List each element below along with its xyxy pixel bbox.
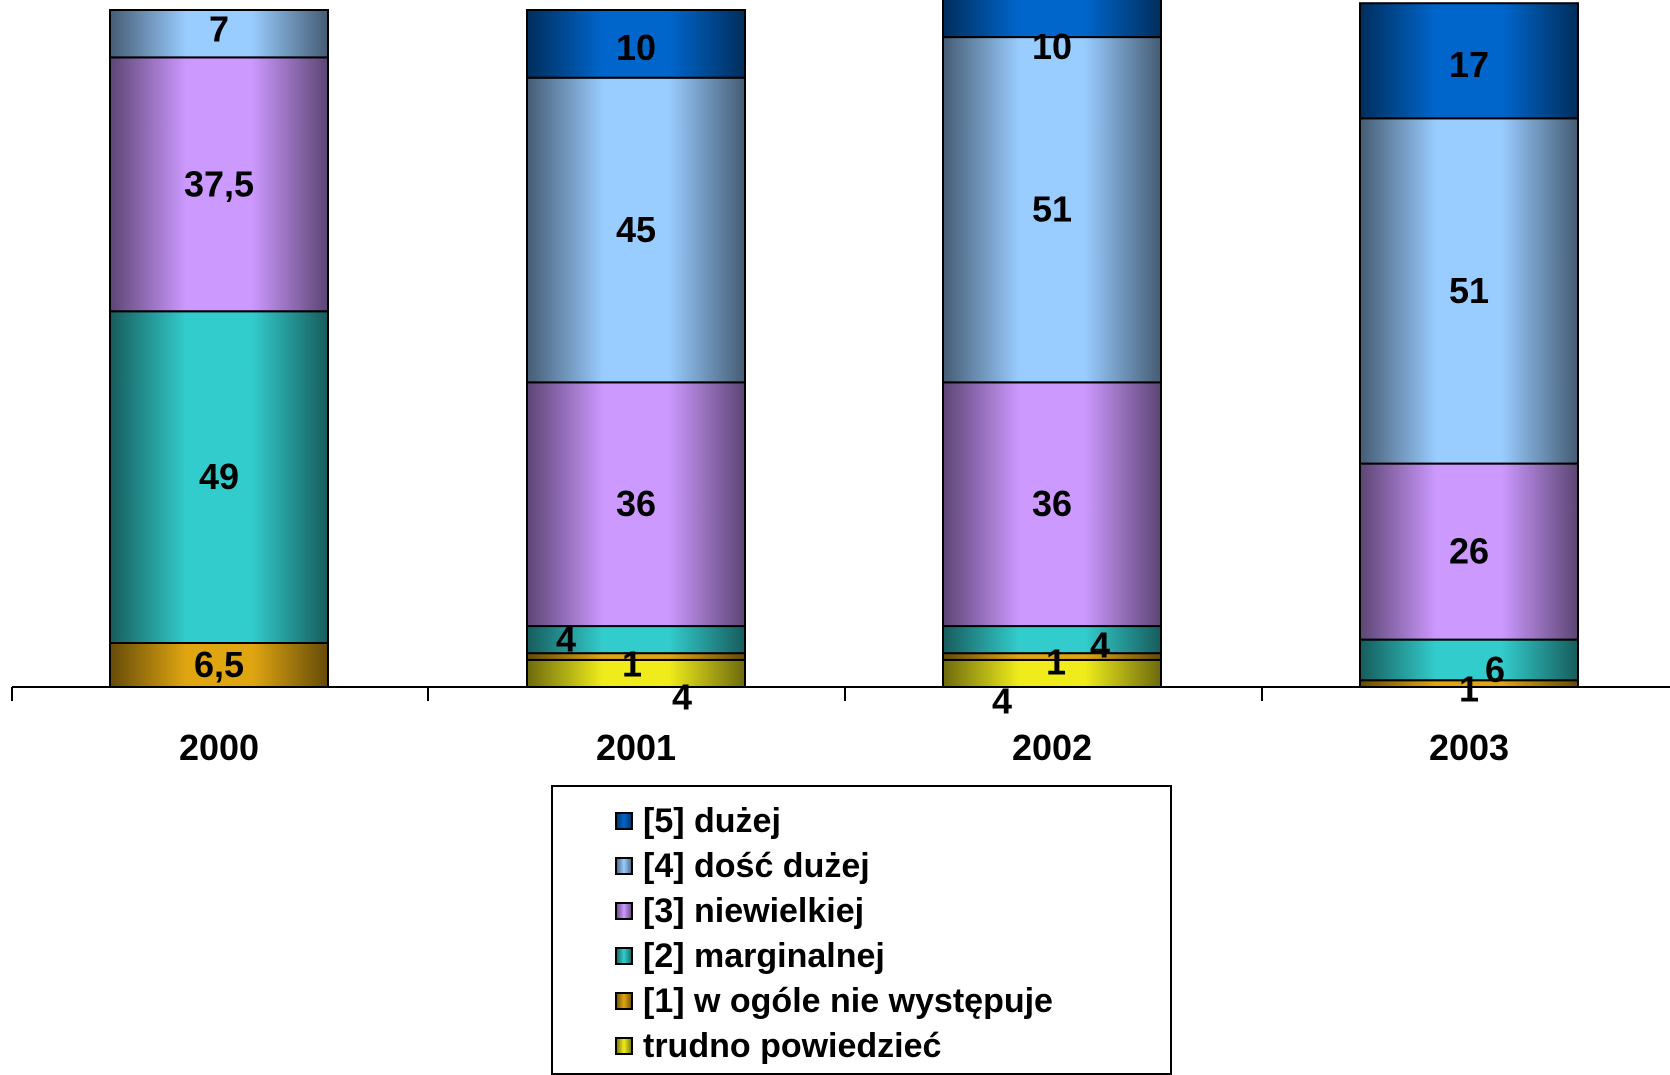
x-tick-label: 2003 (1429, 727, 1509, 768)
data-label: 51 (1449, 270, 1489, 311)
legend-label: [5] dużej (643, 801, 781, 840)
legend-swatch (615, 812, 633, 830)
data-label: 36 (1032, 483, 1072, 524)
bar-segment-2001-5-du-ej (526, 9, 746, 79)
bar-segment-2000-1-w-og-le-nie-wyst-puje (109, 641, 329, 688)
legend-label: trudno powiedzieć (643, 1026, 942, 1065)
bar-segment-2001-2-marginalnej (526, 625, 746, 655)
bar-segment-2003-5-du-ej (1359, 2, 1579, 120)
legend-label: [4] dość dużej (643, 846, 870, 885)
data-label: 10 (616, 27, 656, 68)
data-label: 6 (1485, 649, 1505, 690)
data-label: 37,5 (184, 163, 254, 204)
legend-item: [3] niewielkiej (615, 891, 864, 931)
legend-swatch (615, 1037, 633, 1055)
x-tick-label: 2000 (179, 727, 259, 768)
data-label: 4 (992, 680, 1012, 721)
data-label: 36 (616, 483, 656, 524)
bar-segment-2002-3-niewielkiej (942, 381, 1162, 628)
bar-segment-2002-5-du-ej (942, 0, 1162, 39)
legend-label: [1] w ogóle nie występuje (643, 981, 1053, 1020)
bar-segment-2003-2-marginalnej (1359, 638, 1579, 682)
legend-label: [3] niewielkiej (643, 891, 865, 930)
legend-item: trudno powiedzieć (615, 1026, 941, 1066)
legend-item: [4] dość dużej (615, 846, 870, 886)
legend-item: [2] marginalnej (615, 936, 885, 976)
data-label: 1 (622, 644, 642, 685)
data-label: 45 (616, 209, 656, 250)
data-label: 1 (1459, 669, 1479, 710)
legend-item: [1] w ogóle nie występuje (615, 981, 1053, 1021)
data-label: 7 (209, 9, 229, 50)
bar-segment-2000-4-do-du-ej (109, 9, 329, 59)
data-label: 51 (1032, 189, 1072, 230)
bar-segment-2003-4-do-du-ej (1359, 117, 1579, 465)
x-tick-labels: 2000 2001 2002 2003 (179, 727, 1509, 768)
bar-segment-2000-2-marginalnej (109, 310, 329, 644)
data-label: 49 (199, 456, 239, 497)
data-label: 26 (1449, 531, 1489, 572)
bar-segment-2003-3-niewielkiej (1359, 462, 1579, 641)
legend-swatch (615, 947, 633, 965)
x-tick-label: 2002 (1012, 727, 1092, 768)
bars-layer (109, 0, 1579, 688)
x-axis (11, 686, 1670, 701)
legend: [5] dużej [4] dość dużej [3] niewielkiej [2… (551, 785, 1172, 1075)
data-label: 4 (556, 619, 576, 660)
bar-segment-2002-4-do-du-ej (942, 36, 1162, 384)
x-tick-label: 2001 (596, 727, 676, 768)
data-label: 4 (672, 676, 692, 717)
data-label: 1 (1046, 642, 1066, 683)
bar-segment-2001-4-do-du-ej (526, 76, 746, 384)
data-label: 6,5 (194, 644, 244, 685)
legend-item: [5] dużej (615, 801, 781, 841)
data-label: 17 (1449, 44, 1489, 85)
legend-swatch (615, 992, 633, 1010)
legend-swatch (615, 902, 633, 920)
bar-segment-2001-3-niewielkiej (526, 381, 746, 628)
legend-swatch (615, 857, 633, 875)
data-label: 4 (1090, 625, 1110, 666)
legend-label: [2] marginalnej (643, 936, 885, 975)
data-label: 10 (1032, 26, 1072, 67)
